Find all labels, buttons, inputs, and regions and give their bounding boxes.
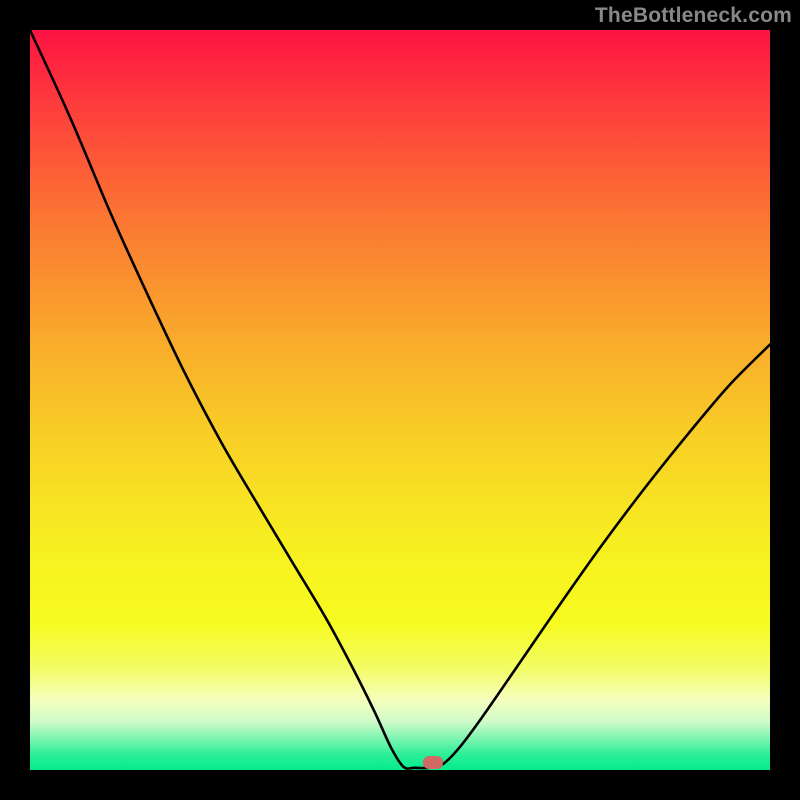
bottleneck-marker bbox=[423, 756, 443, 769]
plot-background bbox=[30, 30, 770, 770]
chart-svg bbox=[0, 0, 800, 800]
chart-frame: TheBottleneck.com bbox=[0, 0, 800, 800]
watermark-text: TheBottleneck.com bbox=[595, 4, 792, 28]
